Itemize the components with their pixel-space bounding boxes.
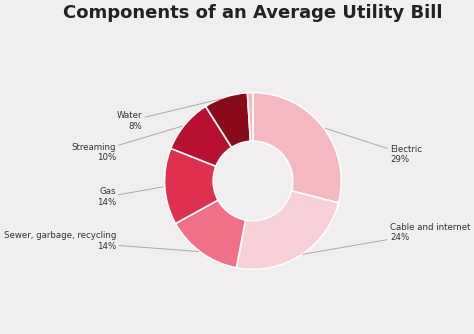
Wedge shape: [237, 191, 338, 269]
Title: Components of an Average Utility Bill: Components of an Average Utility Bill: [63, 4, 443, 22]
Wedge shape: [171, 106, 232, 166]
Text: Cable and internet
24%: Cable and internet 24%: [302, 222, 470, 255]
Wedge shape: [206, 93, 250, 147]
Wedge shape: [247, 93, 253, 141]
Text: Sewer, garbage, recycling
14%: Sewer, garbage, recycling 14%: [4, 231, 199, 252]
Text: Electric
29%: Electric 29%: [325, 128, 422, 164]
Text: Streaming
10%: Streaming 10%: [72, 126, 183, 162]
Wedge shape: [175, 200, 246, 268]
Text: Gas
14%: Gas 14%: [97, 187, 163, 206]
Wedge shape: [253, 93, 341, 203]
Text: Water
8%: Water 8%: [117, 99, 223, 131]
Wedge shape: [164, 148, 218, 223]
